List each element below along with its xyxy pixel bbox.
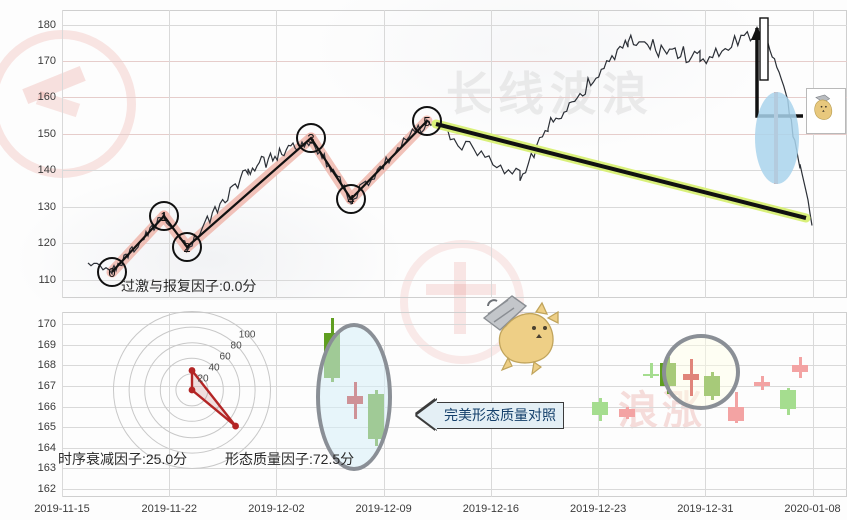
radar-polygon (190, 367, 237, 427)
candle-wick (650, 363, 653, 378)
radar-tick-label: 40 (208, 362, 220, 374)
gridline-horizontal (62, 133, 847, 135)
y-tick-label: 170 (37, 318, 56, 331)
time-decay-factor-label: 时序衰减因子:25.0分 (58, 451, 188, 467)
gridline-horizontal (62, 447, 847, 449)
y-tick-label: 150 (37, 127, 56, 140)
candle-body (780, 390, 796, 409)
radar-vertex (188, 386, 196, 394)
candle-body (754, 381, 770, 386)
measurement-box (759, 17, 769, 81)
x-tick-label: 2019-12-23 (569, 503, 627, 515)
pattern-comparison-callout: 完美形态质量对照 (417, 400, 564, 430)
y-tick-label: 170 (37, 55, 56, 68)
gridline-vertical (598, 10, 600, 298)
pattern-highlight-ellipse-right (662, 334, 740, 410)
gridline-vertical (276, 10, 278, 298)
radar-tick-label: 20 (197, 373, 209, 385)
overreaction-factor-label: 过激与报复因子:0.0分 (121, 278, 257, 294)
mascot-dog-icon (814, 94, 833, 120)
gridline-horizontal (62, 344, 847, 346)
gridline-vertical (62, 312, 63, 497)
y-tick-label: 164 (37, 441, 56, 454)
x-tick-label: 2019-12-09 (355, 503, 412, 515)
flying-mascot-dog-icon (482, 295, 559, 376)
wave-label-5: 5 (412, 106, 442, 136)
gridline-horizontal (62, 243, 847, 245)
gridline-horizontal (62, 279, 847, 281)
x-tick-label: 2019-11-22 (141, 503, 197, 515)
radar-vertex (188, 367, 196, 374)
candle-body (592, 402, 608, 415)
wave-label-2: 2 (172, 232, 202, 262)
gridline-vertical (490, 10, 492, 298)
radar-ring (113, 311, 271, 469)
gridline-horizontal (62, 97, 847, 99)
y-tick-label: 140 (37, 164, 56, 177)
x-tick-label: 2019-12-16 (462, 503, 520, 515)
gridline-vertical (812, 312, 814, 497)
gridline-horizontal (62, 170, 847, 172)
y-tick-label: 165 (37, 421, 56, 434)
mascot-inset-box (806, 88, 846, 134)
gridline-vertical (705, 10, 707, 298)
y-tick-label: 168 (37, 359, 56, 372)
y-tick-label: 166 (37, 400, 56, 413)
pattern-quality-factor-label: 形态质量因子:72.5分 (225, 451, 355, 467)
y-tick-label: 162 (37, 482, 56, 495)
y-tick-label: 110 (38, 273, 56, 286)
radar-tick-label: 80 (230, 340, 242, 352)
wave-label-0: 0 (97, 257, 127, 287)
candle-body (728, 406, 744, 421)
gridline-vertical (62, 10, 63, 298)
gridline-horizontal (62, 206, 847, 208)
gridline-horizontal (62, 365, 847, 367)
y-tick-label: 120 (37, 237, 56, 250)
wave-label-1: 1 (149, 201, 179, 231)
y-tick-label: 169 (37, 338, 56, 351)
gridline-vertical (812, 10, 814, 298)
top-chart-highlight-ellipse (755, 92, 799, 184)
x-tick-label: 2019-12-31 (677, 503, 734, 515)
gridline-horizontal (62, 24, 847, 26)
y-tick-label: 130 (37, 200, 56, 213)
y-tick-label: 160 (37, 91, 56, 104)
gridline-vertical (169, 10, 171, 298)
candle-body (619, 408, 635, 417)
x-tick-label: 2020-01-08 (784, 503, 841, 515)
resistance-line (435, 122, 807, 220)
gridline-horizontal (62, 324, 847, 326)
candle-body (792, 365, 808, 372)
x-tick-label: 2019-11-15 (34, 503, 90, 515)
gridline-vertical (383, 10, 385, 298)
y-tick-label: 163 (37, 462, 56, 475)
candle-body (643, 373, 659, 376)
y-tick-label: 167 (37, 380, 56, 392)
callout-arrow-icon (417, 400, 437, 430)
y-tick-label: 180 (37, 18, 56, 31)
gridline-vertical (276, 312, 278, 497)
radar-vertex (232, 422, 239, 430)
callout-label: 完美形态质量对照 (437, 401, 564, 429)
gridline-horizontal (62, 488, 847, 490)
wave-label-3: 3 (296, 123, 326, 153)
pattern-highlight-ellipse-left (316, 323, 392, 471)
gridline-horizontal (62, 386, 847, 387)
wave-label-4: 4 (336, 184, 366, 214)
x-tick-label: 2019-12-02 (248, 503, 305, 515)
gridline-horizontal (62, 468, 847, 470)
gridline-horizontal (62, 61, 847, 63)
radar-tick-label: 60 (219, 351, 231, 363)
radar-tick-label: 100 (238, 329, 256, 341)
